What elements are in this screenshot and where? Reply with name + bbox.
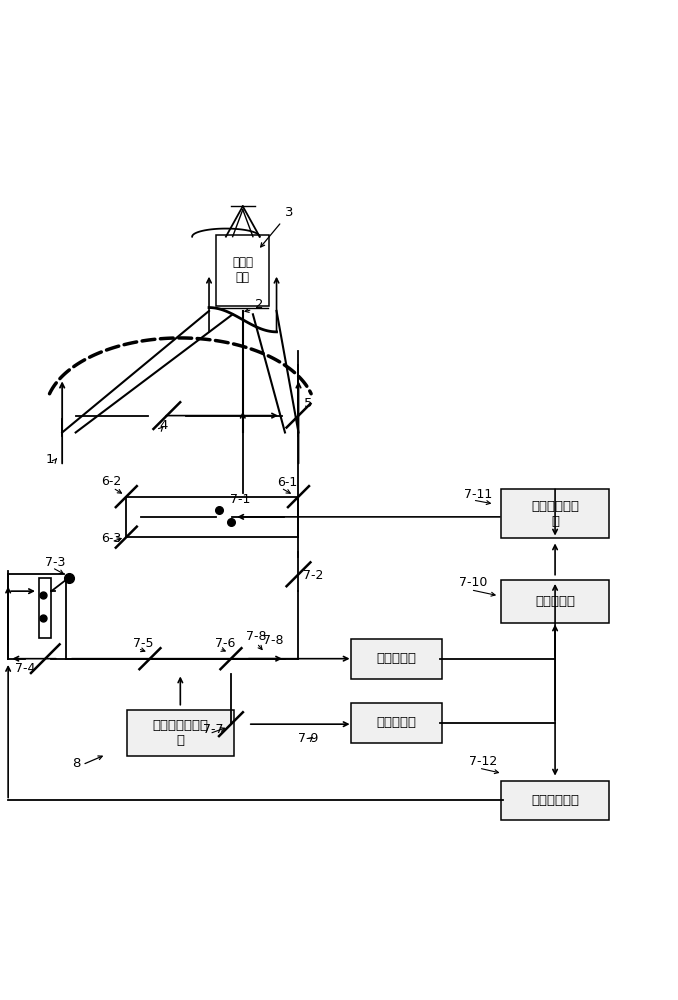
Text: 4: 4 [159,419,167,432]
Text: 7-12: 7-12 [469,755,498,768]
Text: 守星激
光器: 守星激 光器 [233,256,254,284]
Text: 7-4: 7-4 [15,662,35,675]
Text: 7-8: 7-8 [246,630,266,643]
Text: 7-3: 7-3 [45,556,66,569]
FancyBboxPatch shape [502,489,609,538]
Text: 倾斜校正控制
器: 倾斜校正控制 器 [531,500,579,528]
Text: 倾斜传感器: 倾斜传感器 [376,652,416,665]
FancyBboxPatch shape [351,639,441,679]
Text: 1: 1 [45,453,54,466]
FancyBboxPatch shape [216,235,269,306]
Text: 变形镜控制器: 变形镜控制器 [531,794,579,807]
Text: 7-10: 7-10 [459,576,487,589]
Text: 多路高功率激光
器: 多路高功率激光 器 [153,719,208,747]
Text: 波前传感器: 波前传感器 [376,716,416,729]
Text: 2: 2 [255,298,263,311]
Text: 7-11: 7-11 [464,488,492,501]
Text: 7-8: 7-8 [263,634,284,647]
Text: 3: 3 [285,206,294,219]
Text: 波前处理器: 波前处理器 [535,595,575,608]
FancyBboxPatch shape [351,703,441,743]
FancyBboxPatch shape [127,710,234,756]
Text: 6-1: 6-1 [277,476,297,489]
Text: 7-9: 7-9 [298,732,319,745]
Text: 7-1: 7-1 [230,493,250,506]
Text: 5: 5 [304,397,313,410]
FancyBboxPatch shape [502,580,609,623]
FancyBboxPatch shape [502,781,609,820]
Text: 8: 8 [73,757,81,770]
Text: 7-5: 7-5 [133,637,153,650]
Bar [39,578,52,638]
Text: 7-7: 7-7 [203,723,223,736]
Text: 6-2: 6-2 [101,475,121,488]
Text: 6-3: 6-3 [101,532,121,545]
Text: 7-6: 7-6 [215,637,235,650]
Text: 7-2: 7-2 [303,569,323,582]
